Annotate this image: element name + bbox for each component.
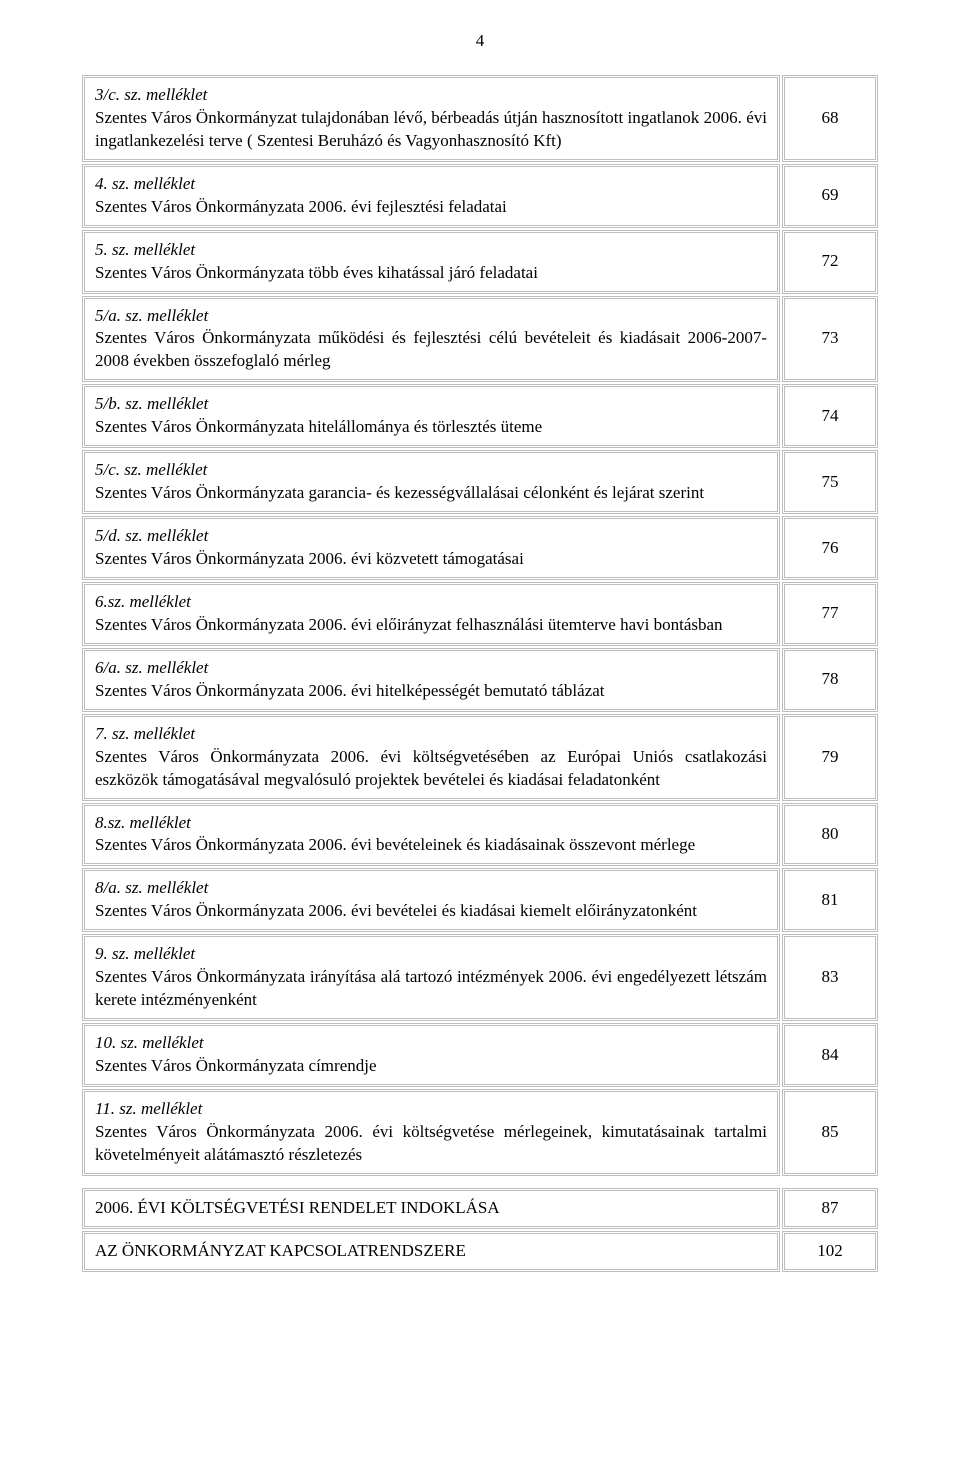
toc-body-text: Szentes Város Önkormányzata 2006. évi hi…	[95, 681, 605, 700]
toc-body-text: Szentes Város Önkormányzata hitelállomán…	[95, 417, 542, 436]
toc-page: 85	[782, 1089, 878, 1176]
toc-row: 9. sz. melléklet Szentes Város Önkormányz…	[82, 934, 878, 1021]
toc-title: 6.sz. melléklet	[95, 592, 191, 611]
toc-title: 8.sz. melléklet	[95, 813, 191, 832]
toc-body-text: Szentes Város Önkormányzata több éves ki…	[95, 263, 538, 282]
toc-body-text: Szentes Város Önkormányzat tulajdonában …	[95, 108, 767, 150]
toc-desc: AZ ÖNKORMÁNYZAT KAPCSOLATRENDSZERE	[82, 1231, 780, 1272]
toc-row: 7. sz. melléklet Szentes Város Önkormány…	[82, 714, 878, 801]
toc-desc: 6/a. sz. melléklet Szentes Város Önkormán…	[82, 648, 780, 712]
toc-row: 8.sz. melléklet Szentes Város Önkormányza…	[82, 803, 878, 867]
toc-row: 5. sz. melléklet Szentes Város Önkormányz…	[82, 230, 878, 294]
toc-title: 10. sz. melléklet	[95, 1033, 204, 1052]
toc-title: 11. sz. melléklet	[95, 1099, 202, 1118]
toc-page: 75	[782, 450, 878, 514]
toc-row: 4. sz. melléklet Szentes Város Önkormányz…	[82, 164, 878, 228]
toc-desc: 5/a. sz. melléklet Szentes Város Önkormán…	[82, 296, 780, 383]
toc-body-text: Szentes Város Önkormányzata 2006. évi be…	[95, 901, 697, 920]
toc-row: AZ ÖNKORMÁNYZAT KAPCSOLATRENDSZERE102	[82, 1231, 878, 1272]
toc-desc: 6.sz. melléklet Szentes Város Önkormányza…	[82, 582, 780, 646]
toc-page: 73	[782, 296, 878, 383]
toc-row: 5/b. sz. melléklet Szentes Város Önkormán…	[82, 384, 878, 448]
toc-desc: 11. sz. melléklet Szentes Város Önkormány…	[82, 1089, 780, 1176]
toc-page: 78	[782, 648, 878, 712]
toc-page: 77	[782, 582, 878, 646]
toc-title: 8/a. sz. melléklet	[95, 878, 208, 897]
toc-desc: 5/b. sz. melléklet Szentes Város Önkormán…	[82, 384, 780, 448]
toc-row: 6/a. sz. melléklet Szentes Város Önkormán…	[82, 648, 878, 712]
toc-body-text: Szentes Város Önkormányzata 2006. évi kö…	[95, 549, 524, 568]
toc-desc: 10. sz. melléklet Szentes Város Önkormány…	[82, 1023, 780, 1087]
toc-title: 5/a. sz. melléklet	[95, 306, 208, 325]
toc-desc: 3/c. sz. melléklet Szentes Város Önkormán…	[82, 75, 780, 162]
toc-page: 69	[782, 164, 878, 228]
toc-desc: 5/d. sz. melléklet Szentes Város Önkormán…	[82, 516, 780, 580]
toc-title: 5/d. sz. melléklet	[95, 526, 208, 545]
toc-row: 3/c. sz. melléklet Szentes Város Önkormán…	[82, 75, 878, 162]
toc-body-text: Szentes Város Önkormányzata 2006. évi kö…	[95, 747, 767, 789]
toc-body-text: Szentes Város Önkormányzata címrendje	[95, 1056, 377, 1075]
toc-body-text: Szentes Város Önkormányzata működési és …	[95, 328, 767, 370]
toc-title: 5/c. sz. melléklet	[95, 460, 207, 479]
toc-title: 9. sz. melléklet	[95, 944, 195, 963]
toc-body-text: Szentes Város Önkormányzata irányítása a…	[95, 967, 767, 1009]
toc-page: 87	[782, 1188, 878, 1229]
page-number: 4	[80, 30, 880, 53]
toc-title: 5. sz. melléklet	[95, 240, 195, 259]
toc-row: 10. sz. melléklet Szentes Város Önkormány…	[82, 1023, 878, 1087]
toc-title: 6/a. sz. melléklet	[95, 658, 208, 677]
toc-title: 5/b. sz. melléklet	[95, 394, 208, 413]
toc-desc: 5. sz. melléklet Szentes Város Önkormányz…	[82, 230, 780, 294]
toc-desc: 4. sz. melléklet Szentes Város Önkormányz…	[82, 164, 780, 228]
toc-table: 3/c. sz. melléklet Szentes Város Önkormán…	[80, 73, 880, 1274]
toc-title: 7. sz. melléklet	[95, 724, 195, 743]
toc-body-text: Szentes Város Önkormányzata 2006. évi kö…	[95, 1122, 767, 1164]
toc-row: 5/d. sz. melléklet Szentes Város Önkormán…	[82, 516, 878, 580]
toc-page: 102	[782, 1231, 878, 1272]
toc-row: 11. sz. melléklet Szentes Város Önkormány…	[82, 1089, 878, 1176]
toc-page: 83	[782, 934, 878, 1021]
toc-row: 5/c. sz. melléklet Szentes Város Önkormán…	[82, 450, 878, 514]
toc-page: 81	[782, 868, 878, 932]
toc-desc: 8/a. sz. melléklet Szentes Város Önkormán…	[82, 868, 780, 932]
toc-desc: 9. sz. melléklet Szentes Város Önkormányz…	[82, 934, 780, 1021]
toc-title: 3/c. sz. melléklet	[95, 85, 207, 104]
toc-body-text: Szentes Város Önkormányzata garancia- és…	[95, 483, 704, 502]
toc-title: 4. sz. melléklet	[95, 174, 195, 193]
toc-page: 76	[782, 516, 878, 580]
toc-row: 6.sz. melléklet Szentes Város Önkormányza…	[82, 582, 878, 646]
toc-page: 72	[782, 230, 878, 294]
toc-body-text: Szentes Város Önkormányzata 2006. évi be…	[95, 835, 695, 854]
toc-page: 68	[782, 75, 878, 162]
toc-body-text: Szentes Város Önkormányzata 2006. évi fe…	[95, 197, 507, 216]
toc-desc: 8.sz. melléklet Szentes Város Önkormányza…	[82, 803, 780, 867]
toc-desc: 7. sz. melléklet Szentes Város Önkormány…	[82, 714, 780, 801]
toc-desc: 5/c. sz. melléklet Szentes Város Önkormán…	[82, 450, 780, 514]
toc-desc: 2006. ÉVI KÖLTSÉGVETÉSI RENDELET INDOKLÁ…	[82, 1188, 780, 1229]
toc-page: 80	[782, 803, 878, 867]
toc-row: 5/a. sz. melléklet Szentes Város Önkormán…	[82, 296, 878, 383]
toc-body-text: Szentes Város Önkormányzata 2006. évi el…	[95, 615, 723, 634]
toc-row: 8/a. sz. melléklet Szentes Város Önkormán…	[82, 868, 878, 932]
toc-row: 2006. ÉVI KÖLTSÉGVETÉSI RENDELET INDOKLÁ…	[82, 1188, 878, 1229]
toc-page: 84	[782, 1023, 878, 1087]
toc-page: 79	[782, 714, 878, 801]
toc-page: 74	[782, 384, 878, 448]
